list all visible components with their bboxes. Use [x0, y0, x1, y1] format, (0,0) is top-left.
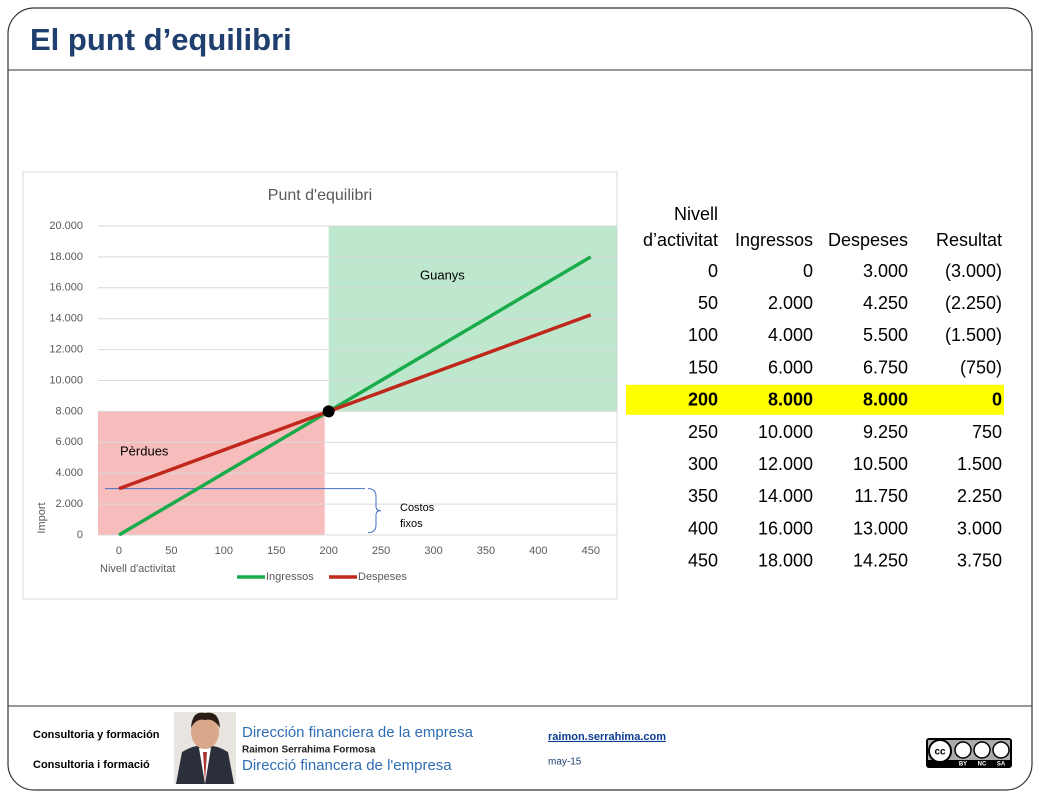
x-tick-label: 250 [372, 545, 390, 557]
table-cell: 8.000 [863, 390, 908, 410]
y-tick-label: 0 [77, 529, 83, 541]
table-cell: 11.750 [854, 486, 908, 506]
table-cell: 4.250 [863, 293, 908, 313]
table-cell: 4.000 [768, 325, 813, 345]
fixed-cost-brace [367, 488, 382, 534]
table-cell: 16.000 [758, 518, 813, 538]
table-header: Resultat [936, 230, 1002, 250]
license-label: SA [997, 762, 1006, 768]
table-cell: 9.250 [863, 422, 908, 442]
table-cell: 8.000 [768, 390, 813, 410]
license-cc: cc [934, 747, 946, 758]
y-tick-label: 18.000 [49, 251, 83, 263]
x-tick-label: 450 [582, 545, 600, 557]
y-tick-label: 12.000 [49, 344, 83, 356]
license-badge [926, 738, 1012, 768]
x-tick-label: 100 [215, 545, 233, 557]
x-tick-label: 0 [116, 545, 122, 557]
slide-title: El punt d’equilibri [30, 22, 292, 57]
table-header: Despeses [828, 230, 908, 250]
footer-link[interactable]: raimon.serrahima.com [548, 731, 666, 743]
table-header: Ingressos [735, 230, 813, 250]
region-label: Guanys [420, 267, 465, 282]
table-cell: 350 [688, 486, 718, 506]
table-cell: 2.250 [957, 486, 1002, 506]
table-cell: 14.000 [758, 486, 813, 506]
table-cell: 0 [803, 261, 813, 281]
table-cell: 3.000 [863, 261, 908, 281]
license-label: NC [978, 762, 987, 768]
table-cell: 14.250 [853, 551, 908, 571]
y-tick-label: 8.000 [55, 405, 83, 417]
table-cell: 6.000 [768, 357, 813, 377]
table-cell: 300 [688, 454, 718, 474]
table-cell: 0 [992, 390, 1002, 410]
table-cell: 1.500 [957, 454, 1002, 474]
legend-label: Ingressos [266, 571, 314, 583]
brand-title: Direcció financera de l'empresa [242, 757, 452, 774]
break-even-point [322, 405, 335, 418]
table-cell: 0 [708, 261, 718, 281]
x-tick-label: 400 [529, 545, 547, 557]
annotation: fixos [400, 518, 423, 530]
table-cell: 3.000 [957, 518, 1002, 538]
table-cell: 18.000 [758, 551, 813, 571]
table-cell: 12.000 [758, 454, 813, 474]
table-cell: 100 [688, 325, 718, 345]
table-cell: 13.000 [853, 518, 908, 538]
y-tick-label: 6.000 [55, 436, 83, 448]
x-tick-label: 50 [165, 545, 177, 557]
table-cell: (750) [960, 357, 1002, 377]
y-tick-label: 2.000 [55, 498, 83, 510]
x-axis-title: Nivell d'activitat [100, 563, 175, 575]
table-cell: 5.500 [863, 325, 908, 345]
legend-label: Despeses [358, 571, 407, 583]
x-tick-label: 150 [267, 545, 285, 557]
table-cell: 3.750 [957, 551, 1002, 571]
table-cell: 150 [688, 357, 718, 377]
table-cell: 10.500 [853, 454, 908, 474]
table-cell: 10.000 [758, 422, 813, 442]
author-photo [174, 712, 236, 784]
brand-title: Dirección financiera de la empresa [242, 724, 474, 741]
x-tick-label: 350 [477, 545, 495, 557]
y-tick-label: 20.000 [49, 220, 83, 232]
footer-text: Consultoria y formación [33, 729, 160, 741]
x-tick-label: 200 [319, 545, 337, 557]
license-label: BY [959, 762, 967, 768]
table-cell: 2.000 [768, 293, 813, 313]
y-tick-label: 4.000 [55, 467, 83, 479]
footer-date: may-15 [548, 757, 582, 768]
x-tick-label: 300 [424, 545, 442, 557]
table-cell: 400 [688, 518, 718, 538]
table-cell: (2.250) [945, 293, 1002, 313]
y-tick-label: 10.000 [49, 374, 83, 386]
series-line [118, 313, 592, 491]
table-cell: 6.750 [863, 357, 908, 377]
table-cell: 200 [688, 390, 718, 410]
table-header: Nivell [674, 204, 718, 224]
table-cell: 450 [688, 551, 718, 571]
table-cell: 250 [688, 422, 718, 442]
series-line [118, 255, 592, 537]
y-axis-title: Import [36, 502, 48, 533]
table-cell: 750 [972, 422, 1002, 442]
table-header: d’activitat [643, 230, 718, 250]
table-cell: (1.500) [945, 325, 1002, 345]
footer-text: Consultoria i formació [33, 759, 150, 771]
chart-title: Punt d'equilibri [268, 187, 372, 204]
brand-author: Raimon Serrahima Formosa [242, 745, 376, 756]
y-tick-label: 14.000 [49, 313, 83, 325]
annotation: Costos [400, 502, 435, 514]
table-cell: (3.000) [945, 261, 1002, 281]
highlight-row [626, 384, 1004, 415]
y-tick-label: 16.000 [49, 282, 83, 294]
table-cell: 50 [698, 293, 718, 313]
region-label: Pèrdues [120, 443, 169, 458]
